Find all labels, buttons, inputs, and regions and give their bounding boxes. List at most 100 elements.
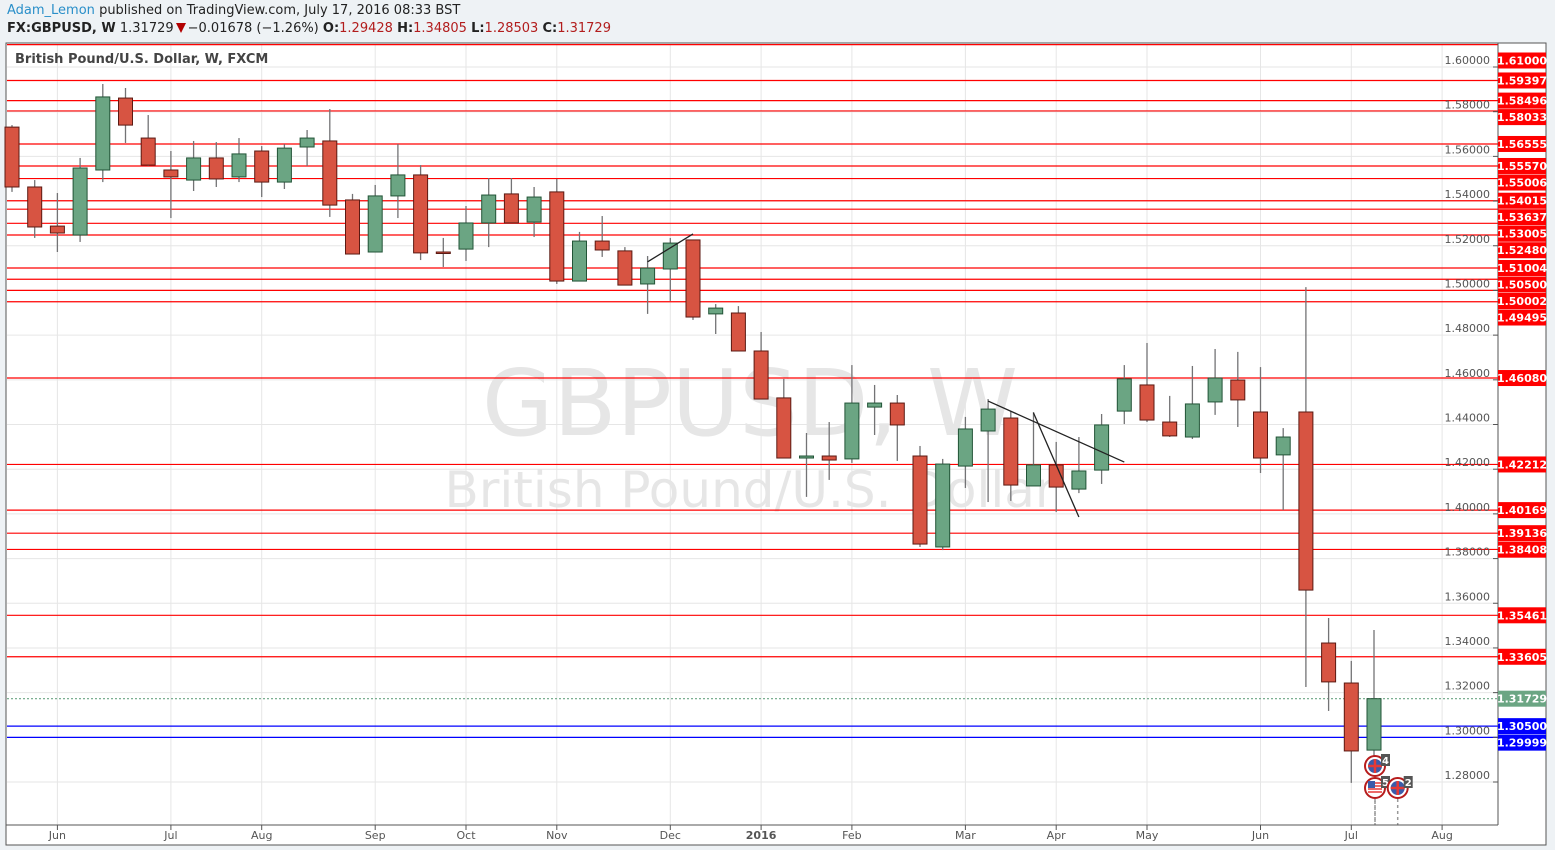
level-label: 1.56555	[1497, 138, 1547, 151]
close-label: C:	[542, 21, 558, 36]
watermark-symbol: GBPUSD, W	[482, 350, 1018, 457]
price-axis[interactable]: 1.60000 1.58000 1.56000 1.54000 1.52000 1.500…	[1445, 54, 1499, 783]
level-label-bg	[1498, 502, 1546, 519]
high-value: 1.34805	[413, 21, 467, 36]
level-label-bg	[1498, 192, 1546, 209]
events: 4 5 2	[1364, 754, 1413, 825]
x-tick-label: Apr	[1047, 829, 1067, 842]
y-tick-label: 1.48000	[1445, 322, 1491, 335]
x-tick-label: Feb	[842, 829, 861, 842]
level-label: 1.58496	[1497, 95, 1547, 108]
y-tick-label: 1.36000	[1445, 590, 1491, 603]
candle-up	[1026, 464, 1041, 487]
y-tick-label: 1.34000	[1445, 635, 1491, 648]
candle-down	[1343, 682, 1359, 752]
trendline	[987, 400, 1125, 463]
level-label: 1.39136	[1497, 527, 1547, 540]
level-label: 1.46080	[1497, 372, 1547, 385]
candle-down	[322, 140, 338, 206]
x-tick-label: Dec	[660, 829, 681, 842]
x-tick-label: Mar	[955, 829, 976, 842]
candle-up	[799, 455, 814, 459]
level-label-bg	[1498, 260, 1546, 277]
event-count: 5	[1382, 778, 1389, 789]
candle-down	[413, 174, 429, 254]
open-label: O:	[322, 21, 340, 36]
event-count: 4	[1382, 756, 1389, 767]
x-tick-label: Jul	[1344, 829, 1358, 842]
candle-down	[685, 239, 701, 318]
level-label: 1.42212	[1497, 458, 1547, 471]
x-tick-label: May	[1136, 829, 1159, 842]
level-label: 1.51004	[1497, 262, 1547, 275]
trendline	[647, 233, 694, 263]
level-label-bg	[1498, 293, 1546, 310]
candle-up	[867, 402, 883, 408]
level-label: 1.55570	[1497, 160, 1547, 173]
candle-up	[640, 267, 656, 285]
candle-up	[1207, 377, 1223, 403]
down-arrow-icon	[175, 23, 186, 33]
candle-down	[208, 157, 224, 180]
candle-up	[708, 307, 724, 315]
y-tick-label: 1.38000	[1445, 546, 1491, 559]
level-label-bg	[1498, 456, 1546, 473]
event-count: 2	[1405, 778, 1412, 789]
candle-up	[367, 195, 383, 253]
candle-up	[276, 147, 292, 183]
level-label: 1.49495	[1497, 312, 1547, 325]
low-label: L:	[471, 21, 485, 36]
level-label-bg	[1498, 309, 1546, 326]
event-count-badge	[1403, 776, 1413, 788]
y-tick-label: 1.60000	[1445, 54, 1491, 67]
level-label-bg	[1498, 109, 1546, 126]
level-label: 1.38408	[1497, 544, 1547, 557]
candle-down	[617, 250, 633, 286]
level-label-bg	[1498, 607, 1546, 624]
candle-up	[458, 222, 474, 250]
candle-down	[435, 251, 451, 255]
symbol: FX:GBPUSD, W	[7, 21, 116, 36]
candle-up	[1184, 403, 1200, 438]
candle-down	[163, 169, 179, 178]
event-count-badge	[1381, 754, 1390, 766]
candle-down	[1321, 642, 1337, 683]
level-label-bg	[1498, 525, 1546, 542]
candle-down	[27, 186, 43, 228]
y-tick-label: 1.52000	[1445, 233, 1491, 246]
candle-down	[1003, 417, 1019, 486]
candle-up	[980, 408, 996, 432]
candle-up	[299, 137, 315, 148]
level-label: 1.59397	[1497, 74, 1547, 87]
candle-down	[1230, 379, 1246, 401]
event-count-badge	[1381, 776, 1390, 788]
author-link[interactable]: Adam_Lemon	[7, 3, 95, 18]
symbol-info: FX:GBPUSD, W 1.31729 −0.01678 (−1.26%) O:…	[7, 21, 611, 36]
level-label: 1.55006	[1497, 176, 1547, 189]
level-label-bg	[1498, 718, 1546, 735]
watermark-description: British Pound/U.S. Dollar	[445, 461, 1056, 519]
x-tick-label: Jun	[48, 829, 66, 842]
x-tick-label: Jun	[1251, 829, 1269, 842]
y-tick-label: 1.54000	[1445, 188, 1491, 201]
candle-down	[730, 312, 746, 352]
level-label-bg	[1498, 174, 1546, 191]
level-label-bg	[1498, 92, 1546, 109]
high-label: H:	[397, 21, 414, 36]
open-value: 1.29428	[339, 21, 393, 36]
candle-down	[1298, 411, 1314, 591]
time-axis[interactable]: Jun Jul Aug Sep Oct Nov Dec 2016 Feb Mar Apr May Jun…	[48, 825, 1453, 842]
candle-up	[662, 242, 678, 270]
chart-legend: British Pound/U.S. Dollar, W, FXCM	[15, 52, 269, 67]
level-label: 1.35461	[1497, 609, 1547, 622]
published-text: published on TradingView.com, July 17, 2…	[99, 3, 461, 18]
x-tick-label: Aug	[251, 829, 272, 842]
candle-up	[95, 96, 111, 171]
level-label: 1.61000	[1497, 55, 1547, 68]
level-label: 1.40169	[1497, 504, 1547, 517]
candle-down	[889, 402, 905, 426]
level-label: 1.30500	[1497, 720, 1547, 733]
y-tick-label: 1.42000	[1445, 456, 1491, 469]
candle-down	[345, 199, 360, 255]
